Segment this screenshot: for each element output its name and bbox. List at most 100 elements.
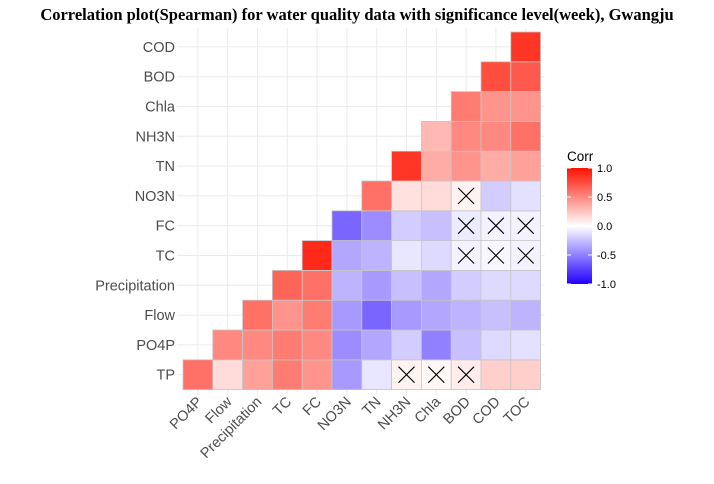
heatmap-cell-flow-toc bbox=[510, 299, 541, 331]
y-tick-label-po4p: PO4P bbox=[136, 338, 175, 354]
legend-tick-label: 1.0 bbox=[597, 163, 612, 175]
legend-tick-label: 0.5 bbox=[597, 192, 612, 204]
heatmap-cell-po4p-fc bbox=[301, 329, 333, 361]
color-legend: Corr 1.0 0.5 0.0 -0.5 -1.0 bbox=[567, 149, 616, 291]
heatmap-cell-tp-flow bbox=[212, 359, 244, 390]
heatmap-cell-po4p-no3n bbox=[331, 329, 363, 361]
insignificant-x-marker bbox=[427, 366, 445, 384]
heatmap-cell-tn-toc bbox=[510, 150, 541, 182]
heatmap-cell-tn-chla bbox=[420, 150, 452, 182]
heatmap-cell-precipitation-chla bbox=[420, 269, 452, 301]
heatmap-cell-flow-precipitation bbox=[242, 299, 273, 331]
heatmap-cell-flow-nh3n bbox=[391, 299, 422, 331]
heatmap-cell-tn-nh3n bbox=[391, 150, 422, 182]
legend-colorbar bbox=[567, 168, 592, 284]
heatmap-cell-flow-bod bbox=[450, 299, 482, 331]
heatmap-cell-tp-tn bbox=[361, 359, 392, 390]
heatmap-cell-nh3n-cod bbox=[480, 121, 512, 152]
heatmap-cell-flow-tc bbox=[271, 299, 303, 331]
heatmap-cell-po4p-tc bbox=[271, 329, 303, 361]
heatmap-cell-chla-toc bbox=[510, 91, 541, 122]
y-tick-label-nh3n: NH3N bbox=[136, 129, 175, 145]
heatmap-cell-tc-nh3n bbox=[391, 240, 422, 271]
insignificant-x-marker bbox=[517, 247, 535, 264]
heatmap-cell-po4p-nh3n bbox=[391, 329, 422, 361]
heatmap-cell-fc-nh3n bbox=[391, 210, 422, 242]
heatmap-cell-precipitation-toc bbox=[510, 269, 541, 301]
y-tick-label-tp: TP bbox=[156, 368, 175, 384]
insignificance-markers bbox=[398, 187, 535, 384]
y-tick-label-bod: BOD bbox=[144, 70, 175, 86]
heatmap-cell-tp-precipitation bbox=[242, 359, 273, 390]
heatmap-cell-bod-toc bbox=[510, 61, 541, 92]
y-tick-label-cod: COD bbox=[143, 40, 175, 56]
heatmap-cell-nh3n-chla bbox=[420, 121, 452, 152]
heatmap-cell-tn-bod bbox=[450, 150, 482, 182]
heatmap-cell-precipitation-fc bbox=[301, 269, 333, 301]
insignificant-x-marker bbox=[398, 366, 415, 384]
heatmap-cell-tp-cod bbox=[480, 359, 512, 390]
heatmap-cell-po4p-precipitation bbox=[242, 329, 273, 361]
y-axis-tick-labels: TP PO4P Flow Precipitation TC FC NO3N TN NH3N Chl… bbox=[95, 40, 176, 384]
heatmap-cell-tc-fc bbox=[301, 240, 333, 271]
heatmap-cell-po4p-cod bbox=[480, 329, 512, 361]
y-tick-label-no3n: NO3N bbox=[135, 189, 175, 205]
heatmap-cell-fc-tn bbox=[361, 210, 392, 242]
heatmap-cell-no3n-nh3n bbox=[391, 180, 422, 212]
heatmap-cell-po4p-toc bbox=[510, 329, 541, 361]
chart-title: Correlation plot(Spearman) for water qua… bbox=[40, 5, 673, 24]
legend-tick-label: -0.5 bbox=[597, 250, 616, 262]
heatmap-cell-tp-tc bbox=[271, 359, 303, 390]
heatmap-cell-po4p-tn bbox=[361, 329, 392, 361]
heatmap-cell-po4p-flow bbox=[212, 329, 244, 361]
heatmap-cell-chla-bod bbox=[450, 91, 482, 122]
heatmap-cell-flow-chla bbox=[420, 299, 452, 331]
heatmap-cell-tp-po4p bbox=[182, 359, 214, 390]
heatmap-cell-flow-cod bbox=[480, 299, 512, 331]
heatmap-cell-precipitation-no3n bbox=[331, 269, 363, 301]
heatmap-cell-tn-cod bbox=[480, 150, 512, 182]
insignificant-x-marker bbox=[457, 366, 475, 384]
y-tick-label-precipitation: Precipitation bbox=[95, 278, 175, 294]
heatmap-cell-tp-toc bbox=[510, 359, 541, 390]
insignificant-x-marker bbox=[457, 217, 475, 235]
insignificant-x-marker bbox=[487, 247, 505, 264]
heatmap-cell-precipitation-nh3n bbox=[391, 269, 422, 301]
heatmap-cell-nh3n-toc bbox=[510, 121, 541, 152]
y-tick-label-tc: TC bbox=[156, 249, 175, 265]
heatmap-cell-tc-chla bbox=[420, 240, 452, 271]
heatmap-cell-chla-cod bbox=[480, 91, 512, 122]
legend-tick-label: 0.0 bbox=[597, 221, 612, 233]
y-tick-label-fc: FC bbox=[156, 219, 175, 235]
insignificant-x-marker bbox=[457, 187, 475, 205]
heatmap-cell-precipitation-tn bbox=[361, 269, 392, 301]
heatmap-cell-po4p-bod bbox=[450, 329, 482, 361]
y-tick-label-chla: Chla bbox=[145, 100, 176, 116]
insignificant-x-marker bbox=[517, 217, 535, 235]
heatmap-cell-no3n-toc bbox=[510, 180, 541, 212]
heatmap-cell-po4p-chla bbox=[420, 329, 452, 361]
heatmap-cell-flow-fc bbox=[301, 299, 333, 331]
heatmap-cells bbox=[182, 31, 541, 390]
heatmap-cell-fc-no3n bbox=[331, 210, 363, 242]
heatmap-cell-cod-toc bbox=[510, 31, 541, 63]
heatmap-cell-tp-no3n bbox=[331, 359, 363, 390]
heatmap-cell-precipitation-tc bbox=[271, 269, 303, 301]
heatmap-cell-no3n-tn bbox=[361, 180, 392, 212]
heatmap-cell-tc-tn bbox=[361, 240, 392, 271]
legend-tick-label: -1.0 bbox=[597, 279, 616, 291]
heatmap-cell-flow-no3n bbox=[331, 299, 363, 331]
heatmap-cell-nh3n-bod bbox=[450, 121, 482, 152]
insignificant-x-marker bbox=[457, 247, 475, 264]
heatmap-cell-fc-chla bbox=[420, 210, 452, 242]
legend-title: Corr bbox=[567, 149, 594, 164]
heatmap-cell-precipitation-cod bbox=[480, 269, 512, 301]
heatmap-cell-tp-fc bbox=[301, 359, 333, 390]
y-tick-label-flow: Flow bbox=[144, 308, 175, 324]
heatmap-cell-tc-no3n bbox=[331, 240, 363, 271]
insignificant-x-marker bbox=[487, 217, 505, 235]
heatmap-cell-precipitation-bod bbox=[450, 269, 482, 301]
heatmap-cell-tp-bod bbox=[450, 359, 482, 390]
heatmap-cell-no3n-cod bbox=[480, 180, 512, 212]
